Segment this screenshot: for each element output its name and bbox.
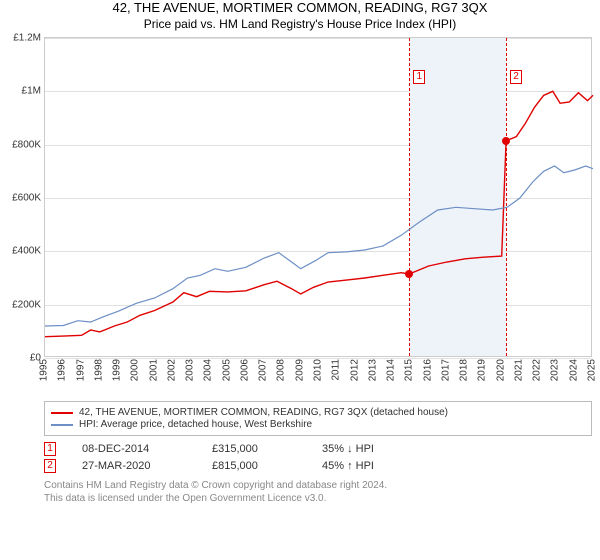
tx-date: 08-DEC-2014 (82, 443, 192, 455)
x-tick-label: 2013 (367, 359, 378, 381)
x-tick-label: 2022 (532, 359, 543, 381)
x-tick-label: 2007 (258, 359, 269, 381)
x-tick-label: 2017 (440, 359, 451, 381)
x-tick-label: 2011 (331, 359, 342, 381)
x-tick-label: 1996 (57, 359, 68, 381)
chart-subtitle: Price paid vs. HM Land Registry's House … (0, 17, 600, 31)
series-hpi (45, 166, 593, 326)
tx-badge: 1 (44, 442, 56, 456)
chart-title: 42, THE AVENUE, MORTIMER COMMON, READING… (0, 0, 600, 15)
x-tick-label: 2004 (203, 359, 214, 381)
tx-rel-hpi: 45% ↑ HPI (322, 460, 422, 472)
x-tick-label: 2023 (550, 359, 561, 381)
y-tick-label: £400K (12, 246, 41, 257)
plot-region: £0£200K£400K£600K£800K£1M£1.2M12 (44, 37, 592, 357)
x-tick-label: 2006 (239, 359, 250, 381)
table-row: 2 27-MAR-2020 £815,000 45% ↑ HPI (44, 459, 592, 473)
x-tick-label: 2002 (166, 359, 177, 381)
x-tick-label: 2018 (459, 359, 470, 381)
series-property (45, 91, 593, 336)
x-tick-label: 1995 (39, 359, 50, 381)
x-tick-label: 2021 (513, 359, 524, 381)
footer-line: This data is licensed under the Open Gov… (44, 492, 592, 505)
tx-price: £315,000 (212, 443, 302, 455)
x-tick-label: 2008 (276, 359, 287, 381)
legend-item-property: 42, THE AVENUE, MORTIMER COMMON, READING… (51, 407, 585, 418)
footer-line: Contains HM Land Registry data © Crown c… (44, 479, 592, 492)
transactions-table: 1 08-DEC-2014 £315,000 35% ↓ HPI 2 27-MA… (44, 442, 592, 473)
x-tick-label: 2001 (148, 359, 159, 381)
y-tick-label: £200K (12, 299, 41, 310)
tx-date: 27-MAR-2020 (82, 460, 192, 472)
table-row: 1 08-DEC-2014 £315,000 35% ↓ HPI (44, 442, 592, 456)
x-axis-labels: 1995199619971998199920002001200220032004… (44, 357, 592, 395)
price-point-dot (502, 137, 510, 145)
x-tick-label: 2009 (294, 359, 305, 381)
y-tick-label: £1.2M (13, 33, 41, 44)
y-tick-label: £600K (12, 193, 41, 204)
x-tick-label: 2000 (130, 359, 141, 381)
x-tick-label: 2016 (422, 359, 433, 381)
chart-area: £0£200K£400K£600K£800K£1M£1.2M12 1995199… (0, 37, 600, 395)
x-tick-label: 2019 (477, 359, 488, 381)
legend-swatch (51, 424, 73, 426)
price-point-dot (405, 270, 413, 278)
x-tick-label: 2012 (349, 359, 360, 381)
price-point-badge: 1 (413, 70, 425, 84)
x-tick-label: 2024 (568, 359, 579, 381)
y-tick-label: £1M (22, 86, 41, 97)
tx-rel-hpi: 35% ↓ HPI (322, 443, 422, 455)
x-tick-label: 2020 (495, 359, 506, 381)
x-tick-label: 1998 (93, 359, 104, 381)
x-tick-label: 2010 (313, 359, 324, 381)
tx-badge: 2 (44, 459, 56, 473)
x-tick-label: 1997 (75, 359, 86, 381)
x-tick-label: 2005 (221, 359, 232, 381)
price-point-badge: 2 (510, 70, 522, 84)
series-layer (45, 38, 593, 358)
tx-price: £815,000 (212, 460, 302, 472)
x-tick-label: 2015 (404, 359, 415, 381)
legend-swatch (51, 412, 73, 414)
legend-item-hpi: HPI: Average price, detached house, West… (51, 419, 585, 430)
x-tick-label: 2003 (185, 359, 196, 381)
legend: 42, THE AVENUE, MORTIMER COMMON, READING… (44, 401, 592, 436)
y-tick-label: £800K (12, 139, 41, 150)
legend-label: 42, THE AVENUE, MORTIMER COMMON, READING… (79, 407, 448, 418)
x-tick-label: 2014 (386, 359, 397, 381)
legend-label: HPI: Average price, detached house, West… (79, 419, 312, 430)
x-tick-label: 2025 (587, 359, 598, 381)
x-tick-label: 1999 (112, 359, 123, 381)
footer-attribution: Contains HM Land Registry data © Crown c… (44, 479, 592, 505)
